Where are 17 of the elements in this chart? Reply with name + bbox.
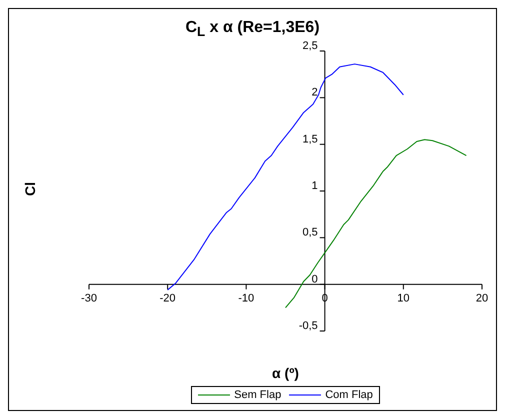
y-tick-label: 2,5	[302, 40, 318, 52]
y-axis-title: Cl	[22, 182, 38, 196]
chart-title: C$_{L}$ x α (Re=1,3E6)	[184, 18, 321, 41]
y-tick-label: 1,5	[302, 133, 318, 146]
x-tick-label: -30	[81, 292, 97, 304]
x-tick-label: -20	[160, 292, 176, 304]
legend-label: Sem Flap	[234, 389, 282, 401]
legend-label: Com Flap	[325, 389, 373, 401]
y-tick-label: -0,5	[298, 320, 318, 332]
y-tick-label: 2	[312, 86, 318, 99]
y-tick-label: 0	[312, 273, 318, 286]
x-tick-label: -10	[238, 292, 254, 304]
x-tick-label: 20	[476, 292, 488, 304]
x-axis-title: α (º)	[271, 365, 300, 381]
y-tick-label: 1	[312, 180, 318, 192]
y-tick-label: 0,5	[302, 226, 318, 239]
x-tick-label: 10	[397, 292, 410, 304]
